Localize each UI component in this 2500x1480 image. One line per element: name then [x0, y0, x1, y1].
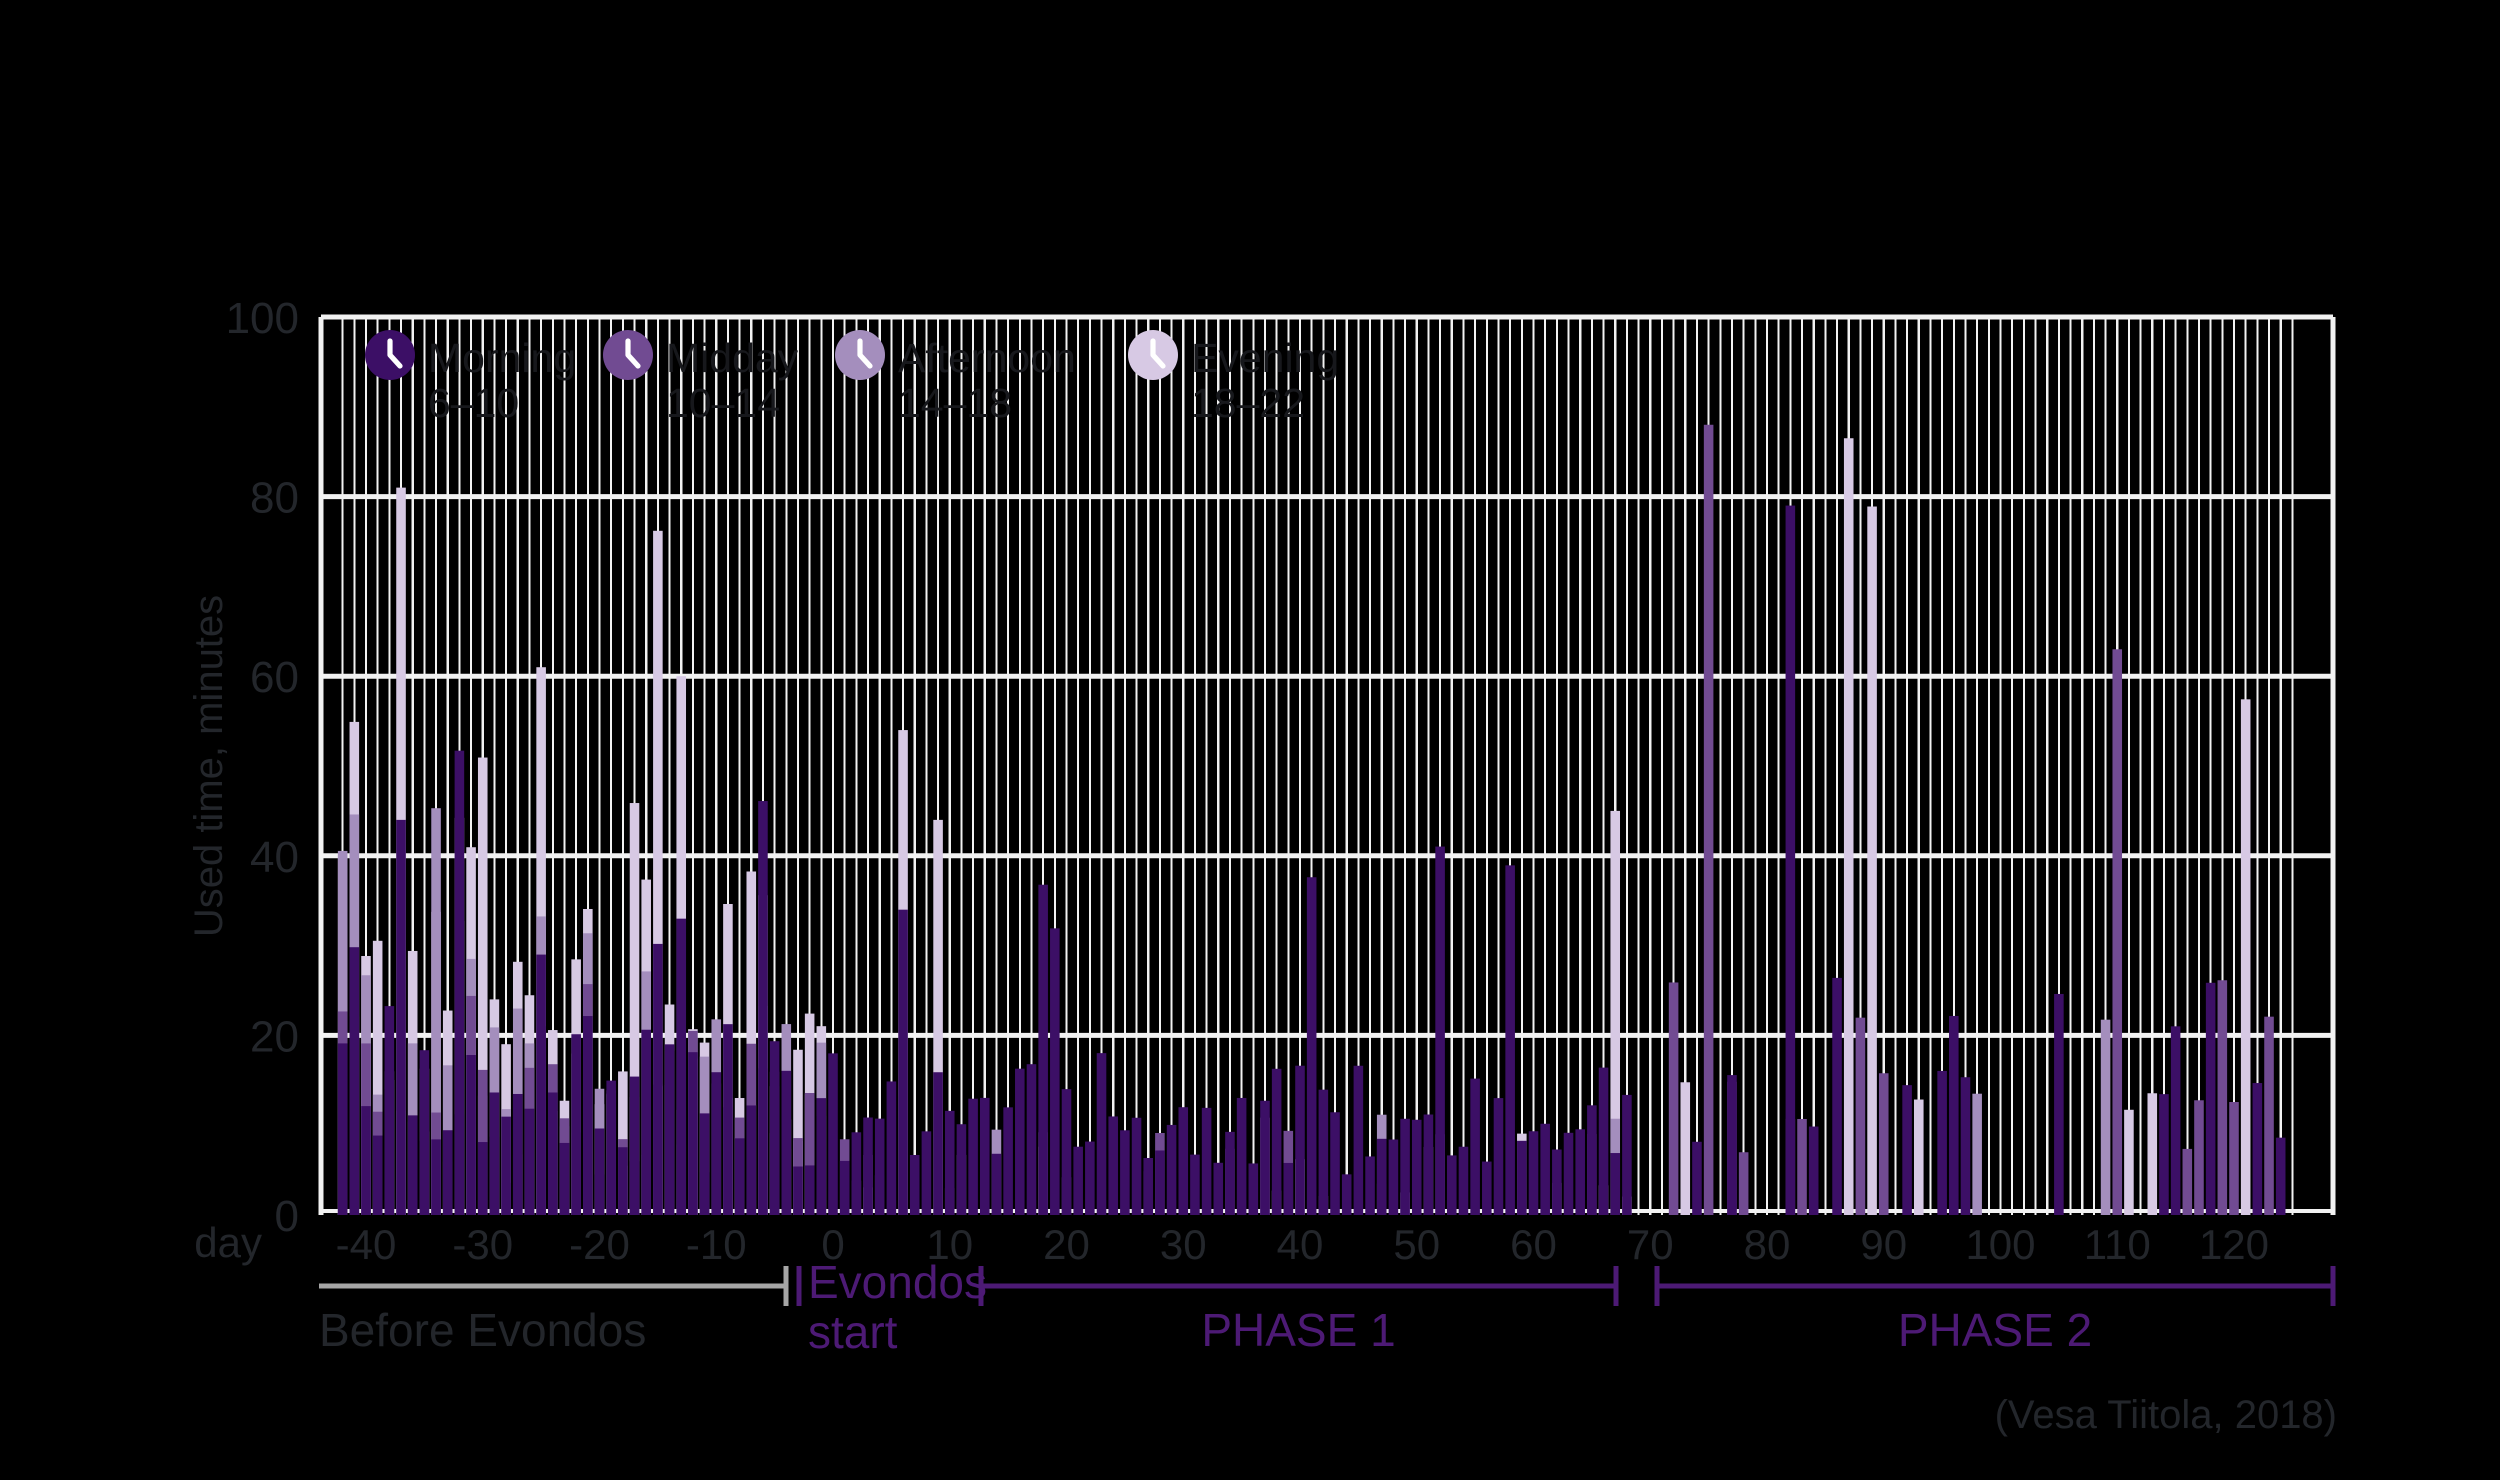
svg-text:90: 90 — [1860, 1221, 1907, 1268]
svg-text:day: day — [194, 1219, 262, 1266]
svg-text:PHASE 2: PHASE 2 — [1898, 1304, 2092, 1356]
svg-text:10–14: 10–14 — [666, 380, 780, 426]
svg-text:100: 100 — [1965, 1221, 2035, 1268]
svg-text:40: 40 — [250, 833, 299, 882]
svg-text:14–18: 14–18 — [898, 380, 1012, 426]
svg-text:110: 110 — [2084, 1221, 2151, 1268]
svg-text:-20: -20 — [569, 1221, 630, 1268]
svg-text:Before Evondos: Before Evondos — [319, 1304, 646, 1356]
svg-text:120: 120 — [2199, 1221, 2269, 1268]
svg-text:20: 20 — [250, 1012, 299, 1061]
svg-text:Afternoon: Afternoon — [898, 335, 1076, 381]
svg-text:-40: -40 — [336, 1221, 397, 1268]
svg-text:Used time, minutes: Used time, minutes — [187, 595, 231, 937]
svg-text:-30: -30 — [452, 1221, 513, 1268]
svg-text:18–22: 18–22 — [1191, 380, 1305, 426]
svg-text:40: 40 — [1277, 1221, 1324, 1268]
svg-text:0: 0 — [275, 1192, 299, 1241]
svg-text:70: 70 — [1627, 1221, 1674, 1268]
svg-text:80: 80 — [250, 474, 299, 523]
svg-text:-10: -10 — [686, 1221, 747, 1268]
svg-text:60: 60 — [1510, 1221, 1557, 1268]
svg-text:100: 100 — [226, 294, 299, 343]
svg-text:(Vesa Tiitola, 2018): (Vesa Tiitola, 2018) — [1995, 1393, 2337, 1437]
svg-text:Midday: Midday — [666, 335, 799, 381]
svg-text:start: start — [808, 1306, 898, 1358]
svg-text:50: 50 — [1393, 1221, 1440, 1268]
svg-text:PHASE 1: PHASE 1 — [1201, 1304, 1395, 1356]
svg-text:80: 80 — [1744, 1221, 1791, 1268]
svg-text:Evening: Evening — [1191, 335, 1339, 381]
svg-text:Evondos: Evondos — [808, 1256, 987, 1308]
svg-text:60: 60 — [250, 653, 299, 702]
svg-text:20: 20 — [1043, 1221, 1090, 1268]
svg-text:6–10: 6–10 — [428, 380, 519, 426]
svg-text:Morning: Morning — [428, 335, 576, 381]
svg-text:30: 30 — [1160, 1221, 1207, 1268]
